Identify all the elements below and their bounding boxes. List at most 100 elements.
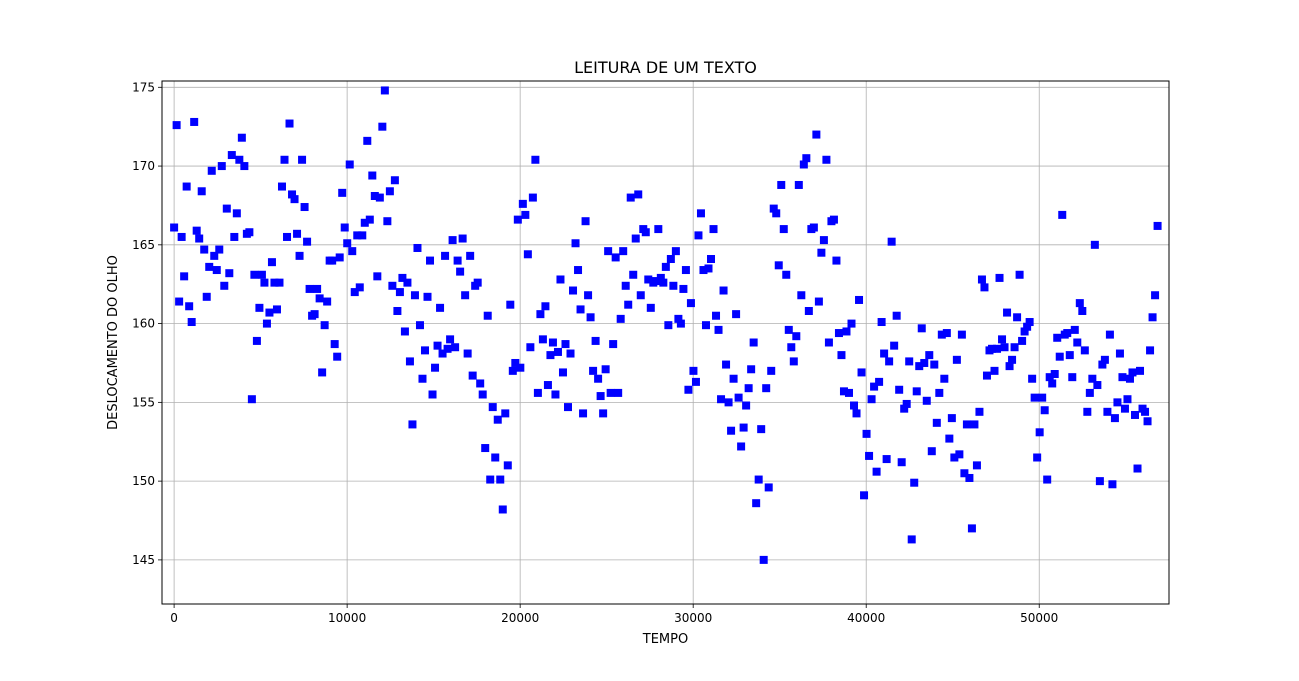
data-point [606,388,615,397]
data-point [428,390,437,399]
data-point [654,225,663,234]
data-point [757,425,766,434]
data-point [385,187,394,196]
data-point [182,182,191,191]
data-point [458,234,467,243]
data-point [262,319,271,328]
data-point [614,388,623,397]
data-point [772,209,781,218]
data-point [1103,407,1112,416]
data-point [674,314,683,323]
data-point [922,396,931,405]
data-point [626,193,635,202]
data-point [940,374,949,383]
data-point [900,404,909,413]
data-point [1025,318,1034,327]
plot-frame [161,80,1170,605]
data-point [1040,406,1049,415]
data-point [433,341,442,350]
data-point [443,344,452,353]
data-point [415,321,424,330]
data-points [170,86,1162,564]
data-point [215,245,224,254]
data-point [220,281,229,290]
data-point [942,329,951,338]
data-point [418,374,427,383]
data-point [1120,404,1129,413]
data-point [594,374,603,383]
x-axis: 0 10000 20000 30000 40000 50000 [170,604,1058,625]
data-point [556,275,565,284]
data-point [551,390,560,399]
data-point [338,188,347,197]
data-point [1038,393,1047,402]
data-point [932,418,941,427]
data-point [744,384,753,393]
data-point [1083,407,1092,416]
data-point [343,239,352,248]
data-point [393,306,402,315]
data-point [1055,352,1064,361]
data-point [927,447,936,456]
data-point [659,278,668,287]
data-point [1010,343,1019,352]
data-point [345,160,354,169]
data-point [323,297,332,306]
data-point [1045,373,1054,382]
data-point [839,387,848,396]
data-point [609,340,618,349]
data-point [370,191,379,200]
data-point [200,245,209,254]
data-point [870,382,879,391]
data-point [834,329,843,338]
data-point [1090,240,1099,249]
data-point [977,275,986,284]
data-point [882,455,891,464]
data-point [596,392,605,401]
data-point [1153,221,1162,230]
data-point [937,330,946,339]
data-point [917,324,926,333]
data-point [350,288,359,297]
data-point [742,401,751,410]
data-point [699,266,708,275]
data-point [280,155,289,164]
data-point [962,420,971,429]
data-point [651,277,660,286]
data-point [348,247,357,256]
data-point [950,453,959,462]
data-point [247,395,256,404]
data-point [656,273,665,282]
y-axis-label: DESLOCAMENTO DO OLHO [106,255,121,430]
data-point [925,351,934,360]
data-point [333,352,342,361]
data-point [591,336,600,345]
data-point [405,357,414,366]
data-point [318,368,327,377]
data-point [288,190,297,199]
data-point [232,209,241,218]
data-point [947,414,956,423]
data-point [225,269,234,278]
data-point [1080,346,1089,355]
data-point [400,327,409,336]
data-point [762,384,771,393]
data-point [732,310,741,319]
data-point [694,231,703,240]
data-point [212,266,221,275]
data-point [624,300,633,309]
data-point [930,360,939,369]
data-point [493,415,502,424]
x-axis-label: TEMPO [642,632,688,647]
data-point [1070,325,1079,334]
data-point [972,461,981,470]
data-point [759,555,768,564]
data-point [804,306,813,315]
data-point [892,311,901,320]
data-point [1125,374,1134,383]
data-point [190,117,199,126]
data-point [330,340,339,349]
data-point [217,162,226,171]
data-point [797,291,806,300]
data-point [965,473,974,482]
